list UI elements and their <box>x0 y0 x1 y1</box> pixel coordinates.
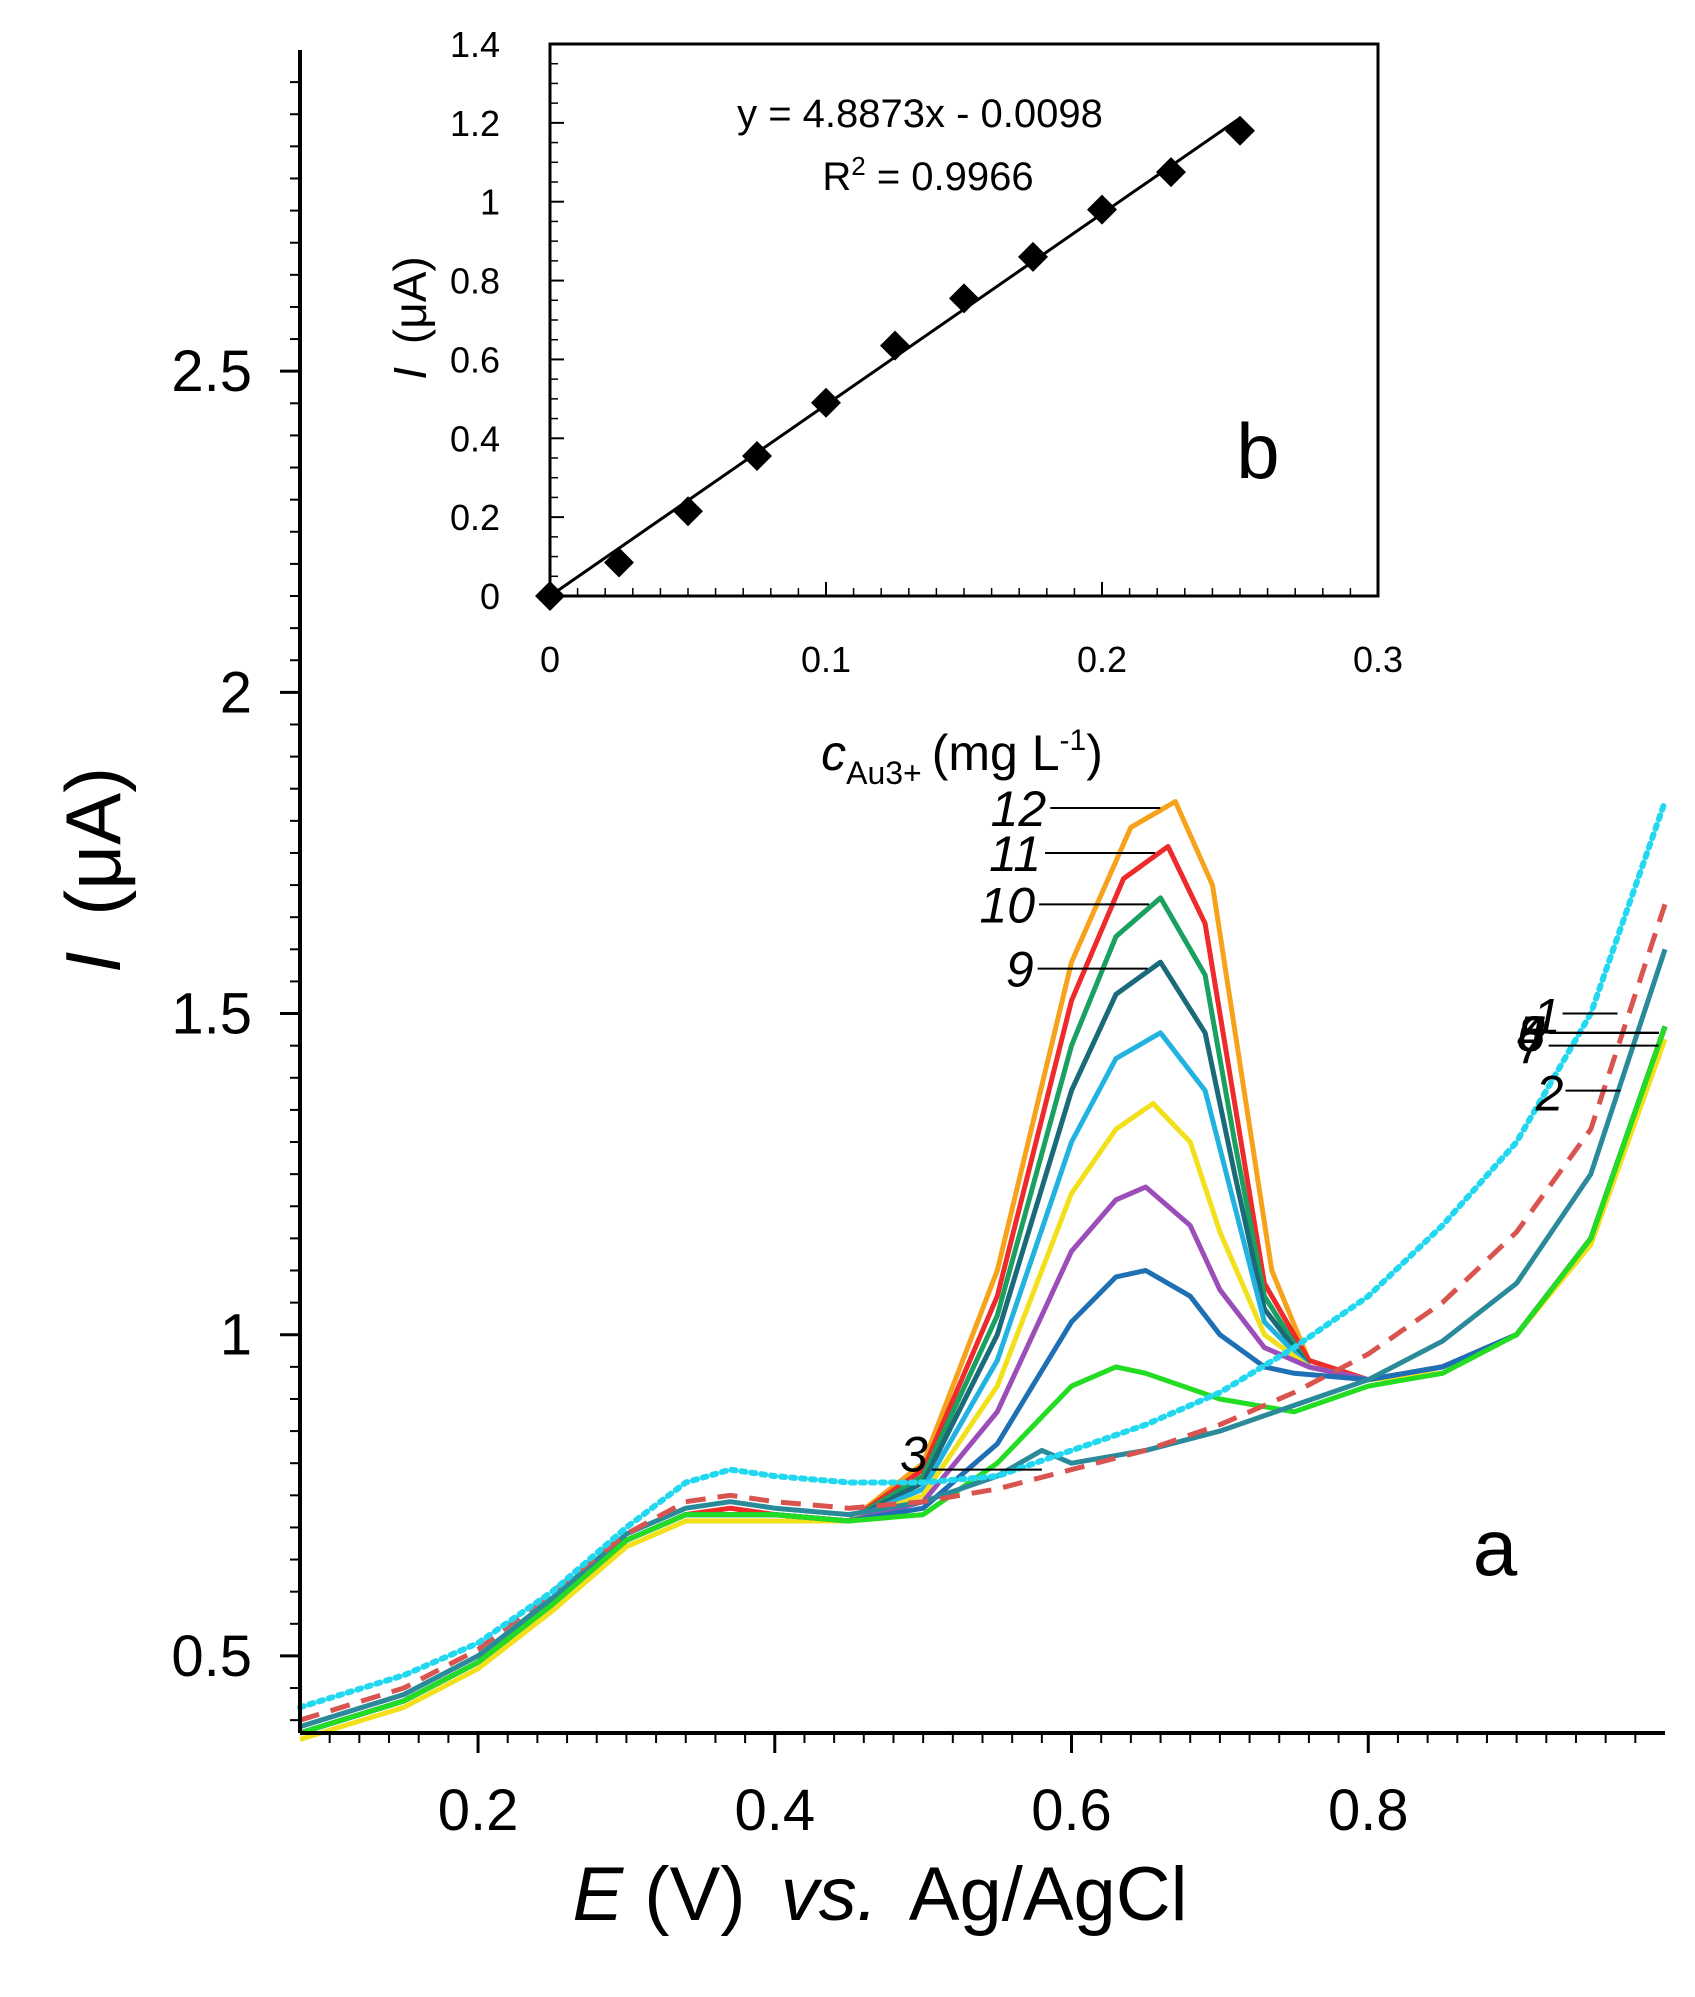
inset-data-point <box>880 330 910 361</box>
main-y-tick-label: 0.5 <box>171 1624 252 1689</box>
callout-label-11: 11 <box>989 826 1041 882</box>
inset-x-tick-label: 0.3 <box>1353 639 1403 680</box>
x-axis-reference: Ag/AgCl <box>909 1852 1188 1937</box>
panel-a: 0.2 0.4 0.6 0.80.511.522.5 121110987654312 … <box>49 50 1668 1937</box>
inset-data-point <box>1225 115 1255 146</box>
series-line-11 <box>299 844 1668 1736</box>
inset-y-tick-label: 0 <box>480 576 500 617</box>
callout-label-4: 4 <box>1517 1006 1545 1062</box>
x-axis-symbol: E <box>572 1852 624 1937</box>
inset-y-tick-label: 1.2 <box>450 103 500 144</box>
callout-label-6: 6 <box>1517 1006 1545 1062</box>
inset-y-tick-label: 1.4 <box>450 24 500 65</box>
x-axis-vs: vs. <box>781 1852 878 1937</box>
callout-label-5: 5 <box>1517 1006 1545 1062</box>
inset-y-tick-label: 0.8 <box>450 261 500 302</box>
callout-label-10: 10 <box>980 877 1036 933</box>
main-panel-label: a <box>1473 1503 1518 1592</box>
main-y-tick-label: 1.5 <box>171 982 252 1047</box>
panel-b-inset: 0 0.1 0.2 0.3 0 0.2 0.4 0.6 0.8 1 1.2 1.4 y = 4.887… <box>384 24 1403 791</box>
series-line-1 <box>297 798 1668 1711</box>
callout-label-2: 2 <box>1535 1066 1564 1122</box>
main-y-axis-label: I (μA) <box>49 767 137 973</box>
inset-plot: 0 0.1 0.2 0.3 0 0.2 0.4 0.6 0.8 1 1.2 1.4 <box>450 24 1403 680</box>
main-y-tick-label: 2.5 <box>171 339 252 404</box>
y-axis-unit: (μA) <box>49 767 137 916</box>
callout-label-1: 1 <box>1533 989 1561 1045</box>
inset-y-axis-label: I (μA) <box>384 256 436 379</box>
inset-x-tick-label: 0.2 <box>1077 639 1127 680</box>
main-x-tick-label: 0.2 <box>438 1778 519 1843</box>
inset-data-point <box>535 581 565 611</box>
y-axis-symbol: I <box>49 951 137 973</box>
inset-y-tick-label: 0.4 <box>450 418 500 459</box>
callout-label-3: 3 <box>900 1427 928 1483</box>
inset-data-point <box>1087 194 1117 225</box>
inset-equation: y = 4.8873x - 0.0098 <box>737 92 1103 136</box>
inset-data-point <box>1156 157 1186 188</box>
series-line-12 <box>299 799 1668 1736</box>
main-x-tick-label: 0.8 <box>1328 1778 1409 1843</box>
inset-data-point <box>742 441 772 472</box>
inset-x-tick-label: 0.1 <box>801 639 851 680</box>
inset-y-tick-label: 0.6 <box>450 339 500 380</box>
main-plot-curves <box>297 798 1668 1742</box>
callout-label-9: 9 <box>1006 942 1034 998</box>
inset-panel-label: b <box>1236 407 1279 495</box>
main-y-tick-label: 2 <box>220 660 252 725</box>
main-x-axis-label: E (V) vs. Ag/AgCl <box>572 1852 1187 1937</box>
inset-y-tick-label: 1 <box>480 182 500 223</box>
callout-label-7: 7 <box>1517 1019 1547 1075</box>
inset-data-point <box>673 496 703 527</box>
inset-y-tick-label: 0.2 <box>450 497 500 538</box>
inset-data-point <box>1018 241 1048 272</box>
main-y-tick-label: 1 <box>220 1303 252 1368</box>
callout-label-8: 8 <box>1517 1006 1545 1062</box>
main-x-tick-label: 0.4 <box>734 1778 815 1843</box>
series-line-3 <box>299 948 1668 1729</box>
inset-r-squared: R2 = 0.9966 <box>822 151 1033 199</box>
inset-x-axis-label: cAu3+ (mg L-1) <box>821 724 1103 791</box>
series-line-4 <box>299 1025 1668 1736</box>
main-plot-axes: 0.2 0.4 0.6 0.8 0.5 1 1.5 2 2.5 <box>171 50 1665 1843</box>
x-axis-unit: (V) <box>644 1852 745 1937</box>
main-x-tick-label: 0.6 <box>1031 1778 1112 1843</box>
inset-data-point <box>811 387 841 418</box>
callout-label-12: 12 <box>991 781 1047 837</box>
inset-data-point <box>604 547 634 578</box>
inset-x-tick-label: 0 <box>540 639 560 680</box>
inset-data-point <box>949 283 979 314</box>
